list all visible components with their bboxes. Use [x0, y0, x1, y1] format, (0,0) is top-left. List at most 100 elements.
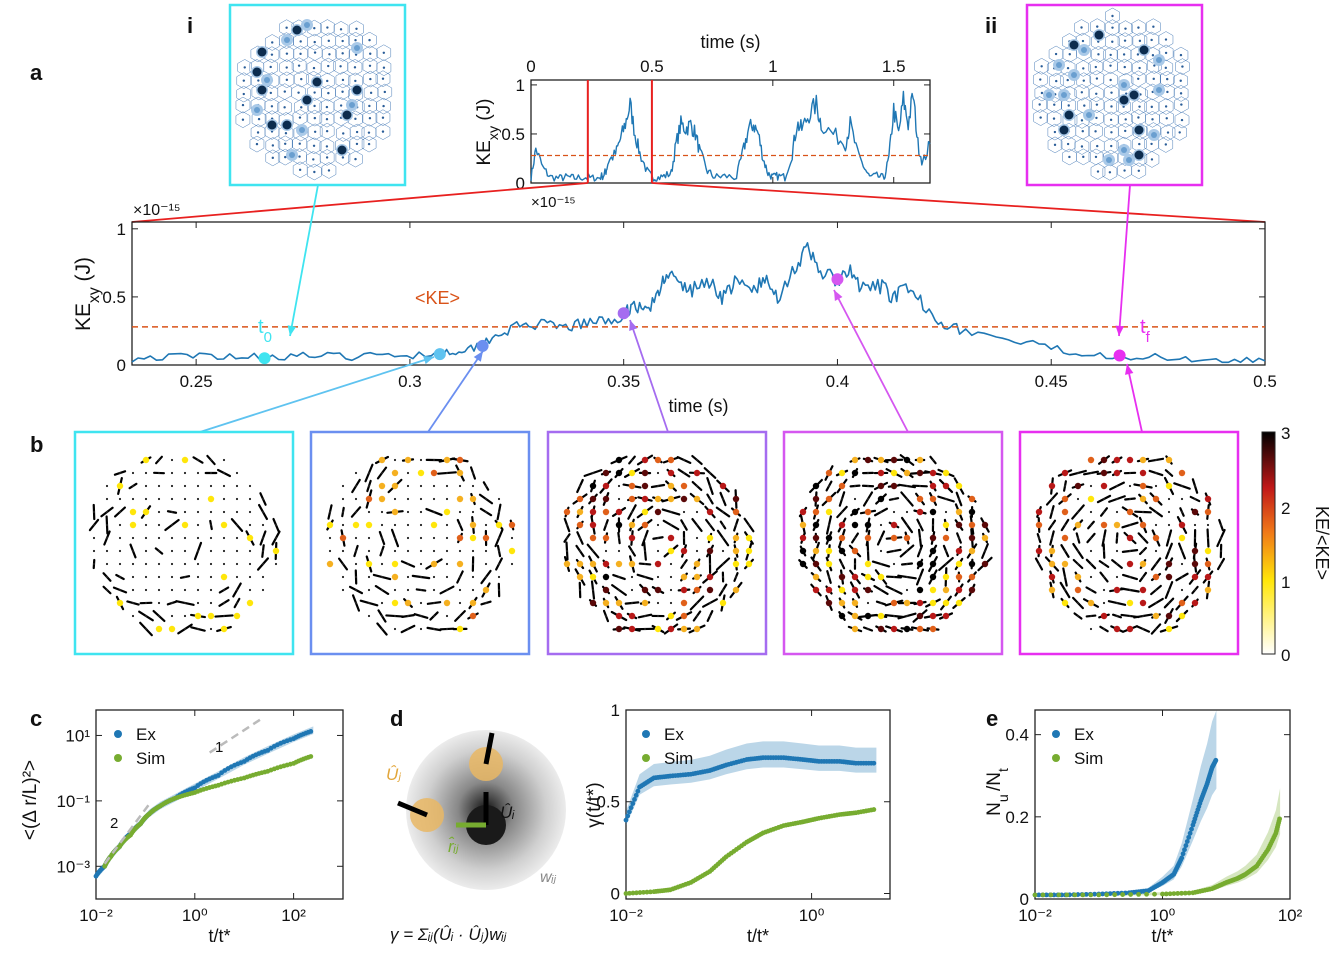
particle-marker — [1154, 471, 1158, 475]
y-tick-label: 0 — [516, 174, 525, 193]
particle-marker — [721, 575, 725, 579]
particle-dot — [328, 53, 331, 56]
snapshot-i — [228, 3, 407, 187]
particle-marker — [248, 497, 252, 501]
particle-dot — [1138, 105, 1141, 108]
particle-dot — [1109, 53, 1112, 57]
voronoi-cell — [279, 71, 295, 89]
voronoi-cell — [1060, 135, 1076, 153]
alignment-diagram: Ûᵢ Ûⱼ r̂ᵢⱼ wᵢⱼ γ = Σᵢⱼ(Ûᵢ · Ûⱼ)wᵢⱼ — [386, 730, 566, 944]
particle-marker — [261, 562, 265, 566]
particle-marker — [432, 458, 436, 462]
highlighted-particle — [292, 25, 302, 35]
particle-marker — [628, 482, 636, 490]
particle-dot — [1066, 142, 1070, 146]
particle-marker — [497, 536, 501, 540]
particle-marker — [365, 495, 373, 503]
particle-marker — [1102, 562, 1106, 566]
particle-marker — [628, 495, 636, 503]
particle-marker — [654, 625, 662, 633]
particle-marker — [879, 549, 883, 553]
particle-dot — [1068, 155, 1071, 159]
particle-marker — [1089, 614, 1093, 618]
sim-point — [1163, 891, 1169, 897]
particle-marker — [929, 573, 937, 581]
particle-marker — [905, 497, 909, 501]
x-tick-label: 0.3 — [398, 372, 422, 391]
highlighted-particle — [257, 85, 267, 95]
msd-plot: 10⁻² 10⁰ 10² 10⁻³ 10⁻¹ 10¹ 2 1 Ex Sim t/t* <(Δ r/L)… — [20, 709, 344, 946]
particle-dot — [1123, 65, 1126, 69]
particle-marker — [1100, 482, 1108, 490]
particle-marker — [851, 625, 859, 633]
particle-marker — [866, 549, 870, 553]
particle-dot — [271, 41, 274, 44]
particle-marker — [391, 469, 399, 477]
particle-marker — [708, 471, 712, 475]
particle-dot — [1153, 64, 1156, 67]
particle-marker — [209, 523, 213, 527]
particle-marker — [419, 575, 423, 579]
highlighted-particle — [1156, 87, 1162, 93]
particle-marker — [654, 508, 662, 516]
particle-marker — [105, 510, 109, 514]
particle-marker — [890, 469, 898, 477]
highlighted-particle — [1071, 72, 1077, 78]
particle-marker — [406, 575, 410, 579]
snapshot-frame — [1018, 430, 1240, 656]
particle-marker — [851, 469, 859, 477]
unjammed-fraction-plot: 10⁻² 10⁰ 10² 0 0.2 0.4 Ex Sim t/t* Nu/Nt — [984, 709, 1303, 946]
particle-dot — [1150, 158, 1154, 161]
inset-y-axis-label: KExy (J) — [474, 98, 502, 165]
particle-marker — [576, 508, 584, 516]
particle-marker — [732, 547, 740, 555]
highlighted-particle — [1129, 90, 1139, 100]
sim-point — [627, 890, 632, 896]
voronoi-cell — [291, 57, 307, 74]
particle-dot — [270, 105, 274, 108]
particle-marker — [1126, 534, 1134, 542]
particle-marker — [1050, 536, 1054, 540]
particle-marker — [209, 549, 213, 553]
particle-marker — [708, 523, 712, 527]
particle-marker — [430, 521, 438, 529]
highlighted-particle — [1121, 147, 1127, 153]
particle-dot — [1081, 130, 1084, 133]
particle-marker — [1063, 575, 1067, 579]
particle-marker — [129, 508, 137, 516]
particle-marker — [602, 482, 610, 490]
voronoi-cell — [1117, 58, 1132, 76]
particle-marker — [131, 575, 135, 579]
slope-1-guide — [208, 716, 265, 754]
particle-marker — [918, 575, 922, 579]
highlighted-particle — [1139, 45, 1149, 55]
particle-marker — [578, 484, 582, 488]
voronoi-cell — [349, 123, 365, 141]
particle-marker — [628, 534, 636, 542]
voronoi-cell — [307, 123, 323, 141]
voronoi-cell — [1117, 122, 1133, 140]
particle-marker — [118, 471, 122, 475]
y-tick-label: 1 — [611, 701, 620, 720]
particle-marker — [367, 549, 371, 553]
particle-marker — [615, 560, 623, 568]
particle-marker — [144, 484, 148, 488]
particle-dot — [353, 66, 357, 69]
particle-marker — [641, 495, 649, 503]
particle-marker — [1165, 573, 1173, 581]
particle-dot — [325, 118, 329, 121]
particle-dot — [1111, 26, 1114, 29]
particle-marker — [838, 469, 846, 477]
particle-marker — [879, 601, 883, 605]
particle-marker — [510, 536, 514, 540]
particle-marker — [196, 549, 200, 553]
particle-dot — [341, 52, 344, 55]
particle-marker — [183, 549, 187, 553]
particle-marker — [1113, 586, 1121, 594]
particle-marker — [445, 575, 449, 579]
time-marker-4 — [617, 307, 630, 320]
colorbar-label: KE/<KE> — [1312, 506, 1330, 580]
panel-label-i: i — [187, 13, 193, 38]
particle-marker — [328, 549, 332, 553]
particle-marker — [695, 614, 699, 618]
